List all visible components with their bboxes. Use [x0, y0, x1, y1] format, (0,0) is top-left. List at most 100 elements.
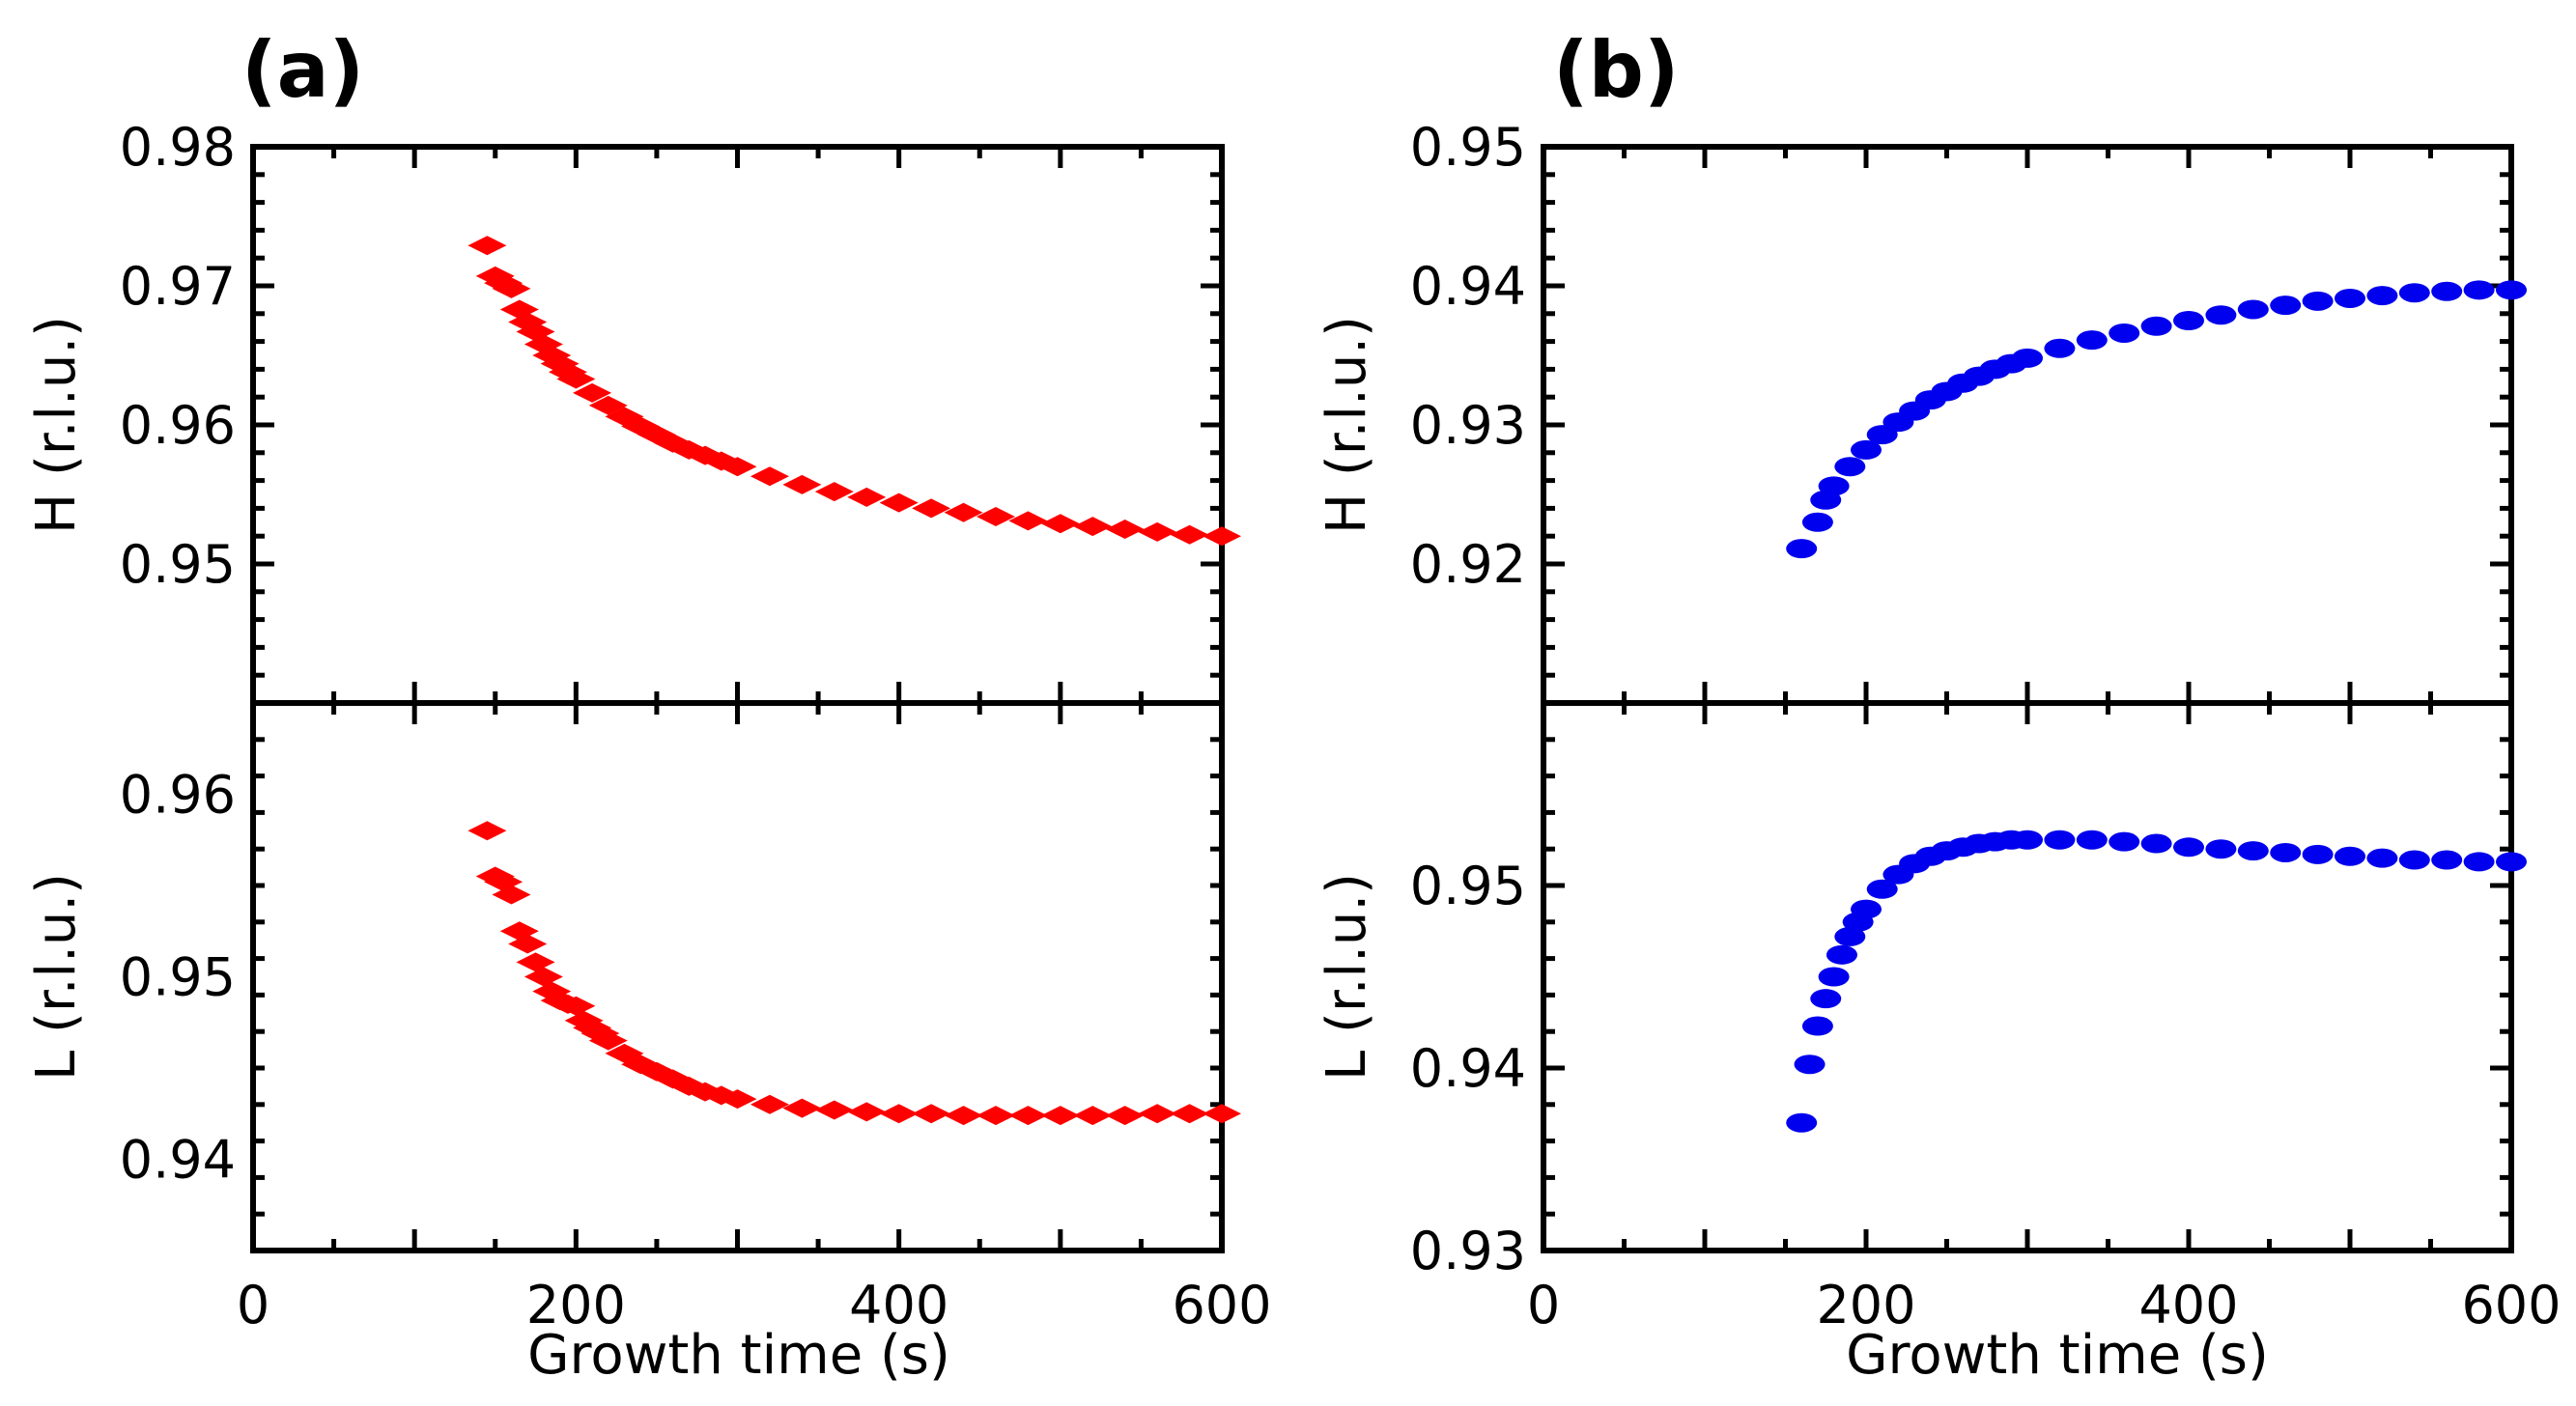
- data-point: [879, 492, 919, 513]
- data-point: [2237, 841, 2269, 861]
- y-tick-label: 0.96: [120, 765, 236, 826]
- panel-a-x-axis-title: Growth time (s): [527, 1324, 950, 1387]
- data-point: [976, 1106, 1015, 1126]
- data-point: [2398, 283, 2430, 303]
- y-axis-title: H (r.l.u.): [1316, 316, 1378, 534]
- data-point: [1105, 520, 1145, 539]
- plot-frame: [250, 700, 1225, 1253]
- x-tick-label: 200: [526, 1275, 626, 1336]
- data-point: [2463, 852, 2495, 872]
- plot-frame: [1541, 144, 2514, 706]
- y-tick-label: 0.95: [1410, 117, 1526, 178]
- data-point: [1866, 879, 1898, 899]
- data-point: [1818, 476, 1850, 496]
- data-point: [2366, 848, 2398, 868]
- data-point: [467, 821, 507, 841]
- x-tick-label: 600: [2461, 1275, 2561, 1336]
- data-point: [750, 1094, 789, 1114]
- data-point: [2012, 348, 2043, 368]
- data-point: [2270, 295, 2302, 316]
- x-tick-label: 400: [2138, 1275, 2238, 1336]
- data-point: [588, 1030, 628, 1051]
- data-point: [2431, 281, 2463, 301]
- data-point: [782, 474, 822, 494]
- data-point: [1786, 1112, 1818, 1133]
- y-axis-title: L (r.l.u.): [25, 873, 88, 1081]
- y-tick-label: 0.93: [1410, 1221, 1526, 1281]
- data-point: [1203, 1104, 1241, 1124]
- panel-a-top-plot: 0.95 0.96 0.97 0.98 H (r.l.u.): [25, 117, 1241, 706]
- data-point: [750, 466, 789, 487]
- data-point: [2398, 850, 2430, 870]
- panel-b: (b) 0.920.930.940.95H (r.l.u.) 0.930.940…: [1316, 25, 2562, 1387]
- panel-b-x-axis-title: Growth time (s): [1846, 1324, 2269, 1387]
- data-point: [814, 1100, 854, 1120]
- panel-b-top-plot: 0.92 0.93 0.94 0.95 H (r.l.u.): [1316, 117, 2527, 706]
- data-point: [2205, 305, 2237, 325]
- data-point: [814, 482, 854, 502]
- data-point: [1801, 512, 1833, 532]
- data-point: [912, 498, 951, 519]
- data-point: [1834, 926, 1866, 946]
- y-tick-label: 0.92: [1410, 534, 1526, 595]
- data-point: [2302, 291, 2334, 311]
- plot-frame: [1541, 700, 2514, 1253]
- panel-a-label: (a): [241, 25, 364, 115]
- y-tick-label: 0.97: [120, 256, 236, 317]
- data-point: [2173, 311, 2204, 330]
- data-point: [516, 952, 555, 972]
- data-point: [2076, 330, 2108, 351]
- data-point: [1170, 1104, 1209, 1124]
- data-point: [2140, 316, 2172, 336]
- data-point: [1040, 514, 1080, 534]
- data-point: [1008, 511, 1048, 531]
- data-point: [492, 885, 531, 905]
- y-tick-label: 0.95: [120, 534, 236, 595]
- x-tick-label: 0: [1527, 1275, 1560, 1336]
- data-point: [1170, 524, 1209, 545]
- y-tick-label: 0.94: [120, 1130, 236, 1191]
- data-point: [1073, 517, 1113, 537]
- data-point: [2237, 299, 2269, 320]
- data-point: [467, 236, 507, 256]
- y-tick-label: 0.96: [120, 395, 236, 456]
- y-tick-label: 0.94: [1410, 1038, 1526, 1099]
- panel-a-bottom-plot: 0.94 0.95 0.96 L (r.l.u.) 0 200 400 600: [25, 700, 1272, 1336]
- data-point: [912, 1104, 951, 1124]
- x-tick-label: 400: [849, 1275, 948, 1336]
- data-point: [2496, 280, 2527, 300]
- data-point: [1008, 1106, 1048, 1126]
- data-point: [1203, 526, 1241, 547]
- data-point: [2076, 830, 2108, 850]
- data-point: [573, 382, 612, 403]
- data-point: [2496, 852, 2527, 872]
- data-point: [1810, 989, 1842, 1009]
- data-point: [556, 369, 596, 389]
- y-tick-label: 0.95: [1410, 856, 1526, 916]
- data-point: [1786, 539, 1818, 559]
- data-point: [492, 278, 531, 298]
- data-point: [2109, 831, 2140, 852]
- data-point: [2012, 830, 2043, 850]
- x-tick-label: 200: [1816, 1275, 1915, 1336]
- data-point: [2044, 338, 2076, 358]
- data-point: [2463, 280, 2495, 300]
- data-point: [2335, 846, 2365, 866]
- data-point: [1826, 944, 1857, 965]
- data-point: [944, 502, 983, 522]
- data-point: [2205, 839, 2237, 859]
- x-tick-label: 600: [1172, 1275, 1271, 1336]
- data-point: [2431, 850, 2463, 870]
- panel-b-bottom-plot: 0.93 0.94 0.95 L (r.l.u.) 0 200 400 600: [1316, 700, 2562, 1336]
- data-point: [718, 457, 757, 477]
- data-point: [2366, 286, 2398, 306]
- data-point: [2173, 837, 2204, 858]
- y-axis-title: L (r.l.u.): [1316, 873, 1378, 1081]
- data-point: [879, 1104, 919, 1124]
- data-point: [1851, 439, 1882, 460]
- data-point: [847, 1102, 887, 1122]
- data-point: [2109, 323, 2140, 343]
- plot-frame: [250, 144, 1225, 706]
- data-point: [1138, 521, 1177, 542]
- data-point: [1794, 1054, 1826, 1075]
